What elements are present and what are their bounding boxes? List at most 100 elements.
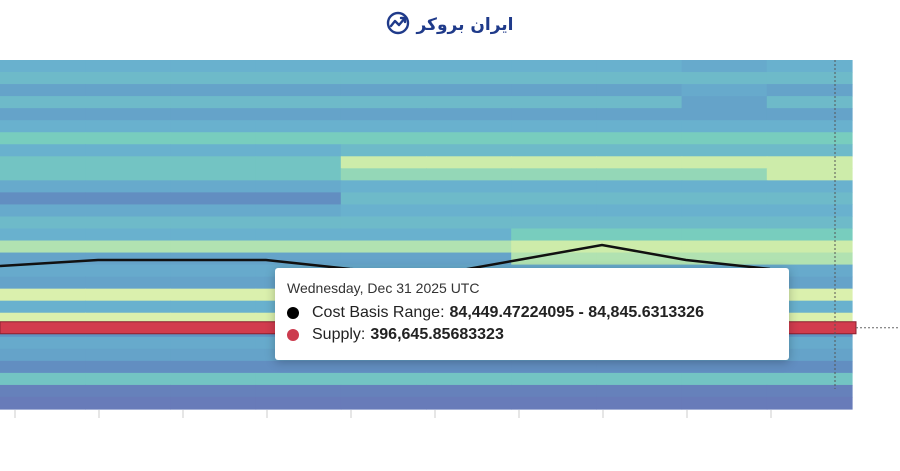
heatmap-cell bbox=[426, 84, 512, 97]
heatmap-cell bbox=[170, 300, 257, 314]
heatmap-cell bbox=[681, 396, 768, 410]
heatmap-cell bbox=[340, 204, 427, 218]
heatmap-cell bbox=[766, 252, 853, 266]
heatmap-cell bbox=[0, 348, 86, 362]
heatmap-cell bbox=[681, 156, 768, 169]
heatmap-cell bbox=[85, 72, 171, 85]
heatmap-cell bbox=[596, 60, 683, 73]
heatmap-cell bbox=[0, 360, 86, 374]
heatmap-cell bbox=[766, 180, 853, 193]
heatmap-cell bbox=[596, 240, 683, 254]
heatmap-cell bbox=[0, 372, 86, 386]
heatmap-cell bbox=[0, 132, 86, 145]
heatmap-cell bbox=[0, 240, 86, 254]
heatmap-cell bbox=[596, 384, 683, 398]
heatmap-cell bbox=[511, 192, 597, 206]
heatmap-cell bbox=[255, 156, 342, 169]
heatmap-cell bbox=[340, 384, 427, 398]
tooltip-date: Wednesday, Dec 31 2025 UTC bbox=[287, 280, 480, 296]
heatmap-cell bbox=[85, 180, 171, 193]
heatmap-cell bbox=[170, 132, 257, 145]
x-axis-ticks bbox=[14, 410, 772, 418]
heatmap-cell bbox=[766, 108, 853, 121]
heatmap-cell bbox=[85, 372, 171, 386]
heatmap-cell bbox=[426, 216, 512, 230]
heatmap-cell bbox=[170, 360, 257, 374]
heatmap-cell bbox=[766, 216, 853, 230]
heatmap-cell bbox=[766, 120, 853, 133]
heatmap-cell bbox=[170, 156, 257, 169]
heatmap-cell bbox=[170, 180, 257, 193]
heatmap-cell bbox=[0, 300, 86, 314]
heatmap-cell bbox=[170, 264, 257, 278]
heatmap-cell bbox=[0, 120, 86, 133]
heatmap-cell bbox=[596, 372, 683, 386]
heatmap-cell bbox=[255, 84, 342, 97]
heatmap-cell bbox=[0, 96, 86, 109]
heatmap-cell bbox=[0, 156, 86, 169]
heatmap-cell bbox=[766, 240, 853, 254]
heatmap-cell bbox=[511, 144, 597, 157]
heatmap-cell bbox=[596, 228, 683, 242]
heatmap-cell bbox=[255, 120, 342, 133]
heatmap-cell bbox=[766, 96, 853, 109]
heatmap-cell bbox=[170, 216, 257, 230]
heatmap-cell bbox=[511, 240, 597, 254]
heatmap-cell bbox=[340, 396, 427, 410]
trend-chart-icon bbox=[386, 11, 410, 39]
heatmap-cell bbox=[766, 192, 853, 206]
heatmap-cell bbox=[766, 60, 853, 73]
heatmap-cell bbox=[426, 192, 512, 206]
heatmap-cell bbox=[255, 72, 342, 85]
heatmap-cell bbox=[596, 132, 683, 145]
heatmap-cell bbox=[681, 96, 768, 109]
tooltip-supply-row: Supply: 396,645.85683323 bbox=[287, 326, 777, 344]
heatmap-cell bbox=[426, 228, 512, 242]
heatmap-cell bbox=[426, 60, 512, 73]
heatmap-cell bbox=[255, 132, 342, 145]
heatmap-cell bbox=[596, 84, 683, 97]
heatmap-cell bbox=[0, 336, 86, 350]
brand-name: ایران بروکر bbox=[416, 15, 514, 35]
heatmap-cell bbox=[340, 144, 427, 157]
heatmap-cell bbox=[596, 216, 683, 230]
heatmap-cell bbox=[681, 180, 768, 193]
heatmap-cell bbox=[170, 72, 257, 85]
heatmap-cell bbox=[0, 60, 86, 73]
heatmap-cell bbox=[426, 132, 512, 145]
heatmap-cell bbox=[85, 300, 171, 314]
heatmap-cell bbox=[596, 180, 683, 193]
heatmap-cell bbox=[511, 228, 597, 242]
heatmap-cell bbox=[340, 132, 427, 145]
heatmap-cell bbox=[85, 228, 171, 242]
heatmap-cell bbox=[596, 192, 683, 206]
heatmap-cell bbox=[511, 396, 597, 410]
heatmap-cell bbox=[255, 168, 342, 181]
heatmap-cell bbox=[426, 240, 512, 254]
heatmap-cell bbox=[255, 144, 342, 157]
heatmap-cell bbox=[681, 144, 768, 157]
heatmap-cell bbox=[170, 240, 257, 254]
heatmap-cell bbox=[681, 192, 768, 206]
heatmap-cell bbox=[85, 120, 171, 133]
heatmap-cell bbox=[426, 204, 512, 218]
heatmap-cell bbox=[340, 372, 427, 386]
heatmap-cell bbox=[170, 204, 257, 218]
heatmap-cell bbox=[340, 360, 427, 374]
heatmap-cell bbox=[170, 168, 257, 181]
heatmap-cell bbox=[766, 384, 853, 398]
heatmap-cell bbox=[681, 60, 768, 73]
heatmap-cell bbox=[255, 60, 342, 73]
heatmap-cell bbox=[766, 228, 853, 242]
heatmap-cell bbox=[85, 204, 171, 218]
heatmap-cell bbox=[170, 396, 257, 410]
heatmap-cell bbox=[85, 240, 171, 254]
heatmap-cell bbox=[766, 360, 853, 374]
heatmap-cell bbox=[0, 144, 86, 157]
brand-logo: ایران بروکر bbox=[0, 8, 900, 42]
heatmap-cell bbox=[85, 108, 171, 121]
heatmap-cell bbox=[511, 168, 597, 181]
heatmap-cell bbox=[681, 360, 768, 374]
heatmap-cell bbox=[255, 228, 342, 242]
